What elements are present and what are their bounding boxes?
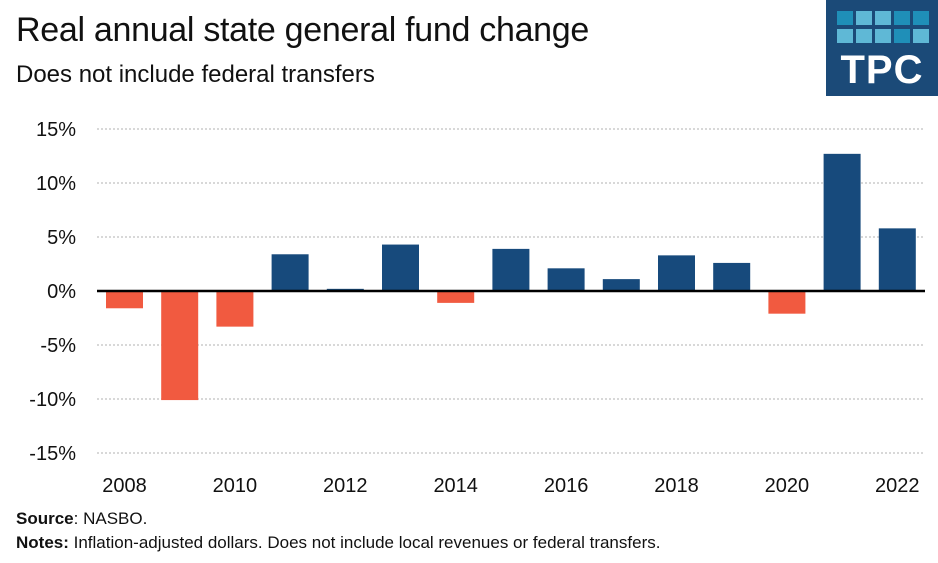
notes-text: Inflation-adjusted dollars. Does not inc… bbox=[68, 533, 661, 552]
bar-2016 bbox=[547, 268, 585, 291]
logo-square bbox=[875, 11, 891, 25]
bar-2020 bbox=[768, 291, 806, 314]
source-note: Source: NASBO. bbox=[16, 508, 147, 530]
bar-2018 bbox=[658, 255, 695, 291]
bar-2009 bbox=[161, 291, 199, 401]
tpc-logo: TPC bbox=[826, 0, 938, 96]
y-tick-label: -5% bbox=[40, 335, 76, 357]
x-tick-label: 2014 bbox=[433, 475, 478, 497]
logo-square bbox=[913, 11, 929, 25]
notes-note: Notes: Inflation-adjusted dollars. Does … bbox=[16, 532, 660, 554]
gridlines bbox=[97, 128, 923, 454]
source-label: Source bbox=[16, 509, 74, 528]
logo-square bbox=[894, 29, 910, 43]
chart-title: Real annual state general fund change bbox=[16, 11, 590, 49]
bar-chart: 15%10%5%0%-5%-10%-15% 2008 2010 2012 2014 20… bbox=[29, 119, 925, 497]
chart-subtitle: Does not include federal transfers bbox=[16, 61, 375, 88]
x-tick-label: 2018 bbox=[654, 475, 699, 497]
y-tick-label: -10% bbox=[29, 389, 76, 411]
logo-square bbox=[856, 29, 872, 43]
y-tick-label: 15% bbox=[36, 119, 76, 141]
x-axis-labels: 2008 2010 2012 2014 2016 2018 2020 2022 bbox=[102, 475, 919, 497]
bar-2010 bbox=[216, 291, 254, 327]
bar-2021 bbox=[823, 153, 861, 291]
x-tick-label: 2022 bbox=[875, 475, 920, 497]
y-tick-label: 10% bbox=[36, 173, 76, 195]
bar-2017 bbox=[602, 279, 640, 291]
bar-2022 bbox=[878, 228, 916, 291]
bar-2019 bbox=[713, 262, 751, 291]
bar-2013 bbox=[382, 244, 419, 291]
x-tick-label: 2016 bbox=[544, 475, 589, 497]
x-tick-label: 2008 bbox=[102, 475, 147, 497]
x-tick-label: 2010 bbox=[213, 475, 258, 497]
x-tick-label: 2020 bbox=[765, 475, 810, 497]
y-tick-label: -15% bbox=[29, 443, 76, 465]
x-tick-label: 2012 bbox=[323, 475, 368, 497]
bars bbox=[106, 153, 916, 401]
y-tick-label: 5% bbox=[47, 227, 76, 249]
source-text: : NASBO. bbox=[73, 509, 148, 528]
logo-square bbox=[837, 29, 853, 43]
bar-2008 bbox=[106, 291, 143, 309]
logo-square bbox=[837, 11, 853, 25]
logo-square bbox=[856, 11, 872, 25]
notes-label: Notes: bbox=[16, 533, 69, 552]
logo-square bbox=[913, 29, 929, 43]
bar-2015 bbox=[492, 248, 530, 291]
y-tick-label: 0% bbox=[47, 281, 76, 303]
y-axis-labels: 15% 10% 5% 0% -5% -10% -15% bbox=[29, 119, 76, 465]
logo-square bbox=[894, 11, 910, 25]
logo-square bbox=[875, 29, 891, 43]
bar-2011 bbox=[271, 254, 309, 291]
bar-2014 bbox=[437, 291, 475, 303]
logo-text: TPC bbox=[840, 48, 924, 92]
